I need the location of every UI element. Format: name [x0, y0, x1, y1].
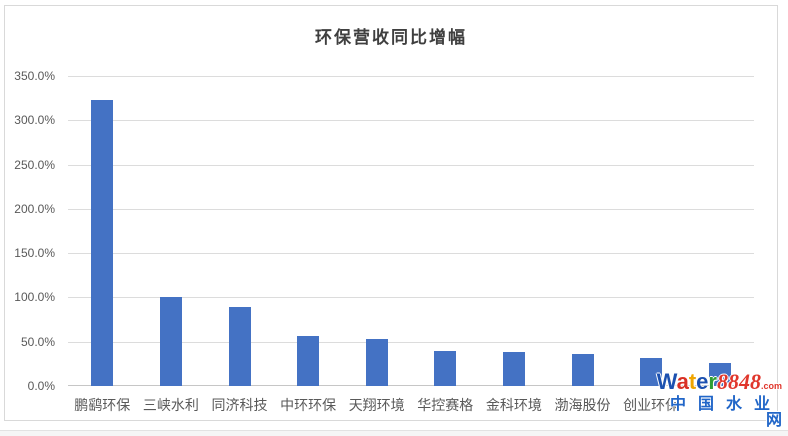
plot-area: [68, 76, 754, 386]
y-axis-label: 0.0%: [27, 379, 55, 393]
watermark-letter: r: [708, 369, 717, 394]
watermark-letter: t: [688, 369, 697, 394]
bar: [640, 357, 663, 386]
page-divider: [0, 430, 788, 436]
x-axis-label: 天翔环境: [348, 397, 405, 413]
x-axis-label: 创业环保: [623, 397, 680, 413]
gridline: [68, 120, 754, 122]
watermark-brand: Water8848.com: [654, 371, 782, 393]
gridline: [68, 253, 754, 255]
watermark-letter: W: [656, 369, 677, 394]
y-axis-label: 350.0%: [14, 69, 55, 83]
bar: [502, 352, 525, 386]
x-axis-label: 三峡水利: [142, 397, 199, 413]
gridline: [68, 341, 754, 343]
gridline: [68, 76, 754, 77]
watermark-site: 中国水业网: [654, 397, 782, 429]
watermark-letter: e: [696, 369, 709, 394]
chart-container: 环保营收同比增幅 0.0% 50.0% 100.0% 150.0% 200.0% 250.…: [4, 5, 778, 421]
bar: [571, 354, 594, 386]
bar: [297, 336, 320, 386]
bar: [159, 297, 182, 386]
x-axis-label: 中环环保: [280, 397, 337, 413]
x-axis-label: 华控赛格: [417, 397, 474, 413]
y-axis-label: 100.0%: [14, 290, 55, 305]
watermark-site-name: 中国水业网: [669, 396, 788, 429]
y-axis-label: 250.0%: [14, 157, 55, 172]
y-axis: 0.0% 50.0% 100.0% 150.0% 200.0% 250.0% 300.0% 3…: [5, 69, 59, 393]
y-axis-label: 300.0%: [14, 113, 55, 128]
bar: [434, 350, 457, 386]
watermark: Water8848.com 中国水业网: [654, 371, 782, 429]
y-axis-label: 150.0%: [14, 246, 55, 261]
bar: [228, 307, 251, 386]
chart-title: 环保营收同比增幅: [315, 28, 467, 47]
bar: [91, 99, 114, 386]
watermark-letter: a: [676, 369, 689, 394]
y-axis-label: 50.0%: [20, 334, 55, 349]
x-axis-label: 鹏鹞环保: [74, 397, 131, 413]
x-axis-label: 金科环境: [485, 397, 542, 413]
x-axis-label: 渤海股份: [554, 397, 611, 413]
gridline: [68, 297, 754, 299]
x-axis: 鹏鹞环保 三峡水利 同济科技 中环环保 天翔环境 华控赛格 金科环境 渤海股份 创业环保: [68, 395, 754, 415]
gridline: [68, 208, 754, 210]
bar: [365, 339, 388, 386]
bar: [708, 362, 731, 386]
x-axis-line: [68, 385, 754, 386]
watermark-suffix: .com: [760, 381, 782, 391]
y-axis-label: 200.0%: [14, 201, 55, 216]
x-axis-label: 同济科技: [211, 397, 268, 413]
watermark-letter: 8848: [716, 369, 761, 394]
gridline: [68, 164, 754, 166]
